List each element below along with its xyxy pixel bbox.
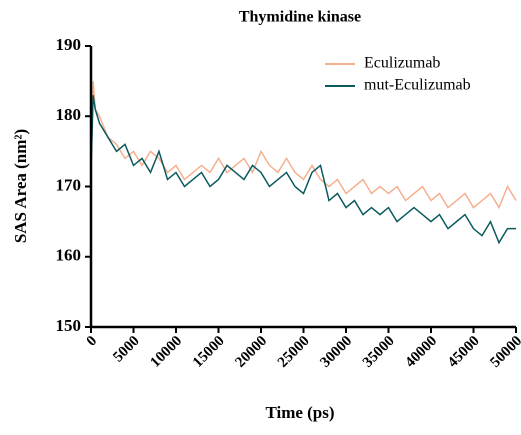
x-tick-label: 10000: [147, 333, 185, 371]
x-tick-label: 45000: [445, 333, 483, 371]
x-tick-label: 25000: [275, 333, 313, 371]
x-tick-label: 0: [84, 333, 101, 350]
y-tick-label: 160: [56, 246, 82, 265]
x-tick-label: 40000: [402, 333, 440, 371]
legend-label: mut-Eculizumab: [364, 77, 471, 94]
x-tick-label: 50000: [487, 333, 521, 371]
x-tick-label: 30000: [317, 333, 355, 371]
y-tick-label: 170: [56, 175, 82, 194]
data-line: [90, 81, 517, 210]
y-tick-label: 150: [56, 316, 82, 335]
y-tick-label: 190: [56, 35, 82, 54]
x-tick-label: 15000: [190, 333, 228, 371]
data-line: [90, 95, 516, 245]
x-tick-label: 35000: [360, 333, 398, 371]
y-tick-label: 180: [56, 105, 82, 124]
y-axis-label: SAS Area (nm²): [11, 129, 30, 243]
x-tick-label: 20000: [232, 333, 270, 371]
chart-title: Thymidine kinase: [239, 9, 361, 26]
legend-label: Eculizumab: [364, 55, 440, 72]
x-axis-label: Time (ps): [265, 403, 334, 422]
x-tick-label: 5000: [110, 333, 143, 366]
